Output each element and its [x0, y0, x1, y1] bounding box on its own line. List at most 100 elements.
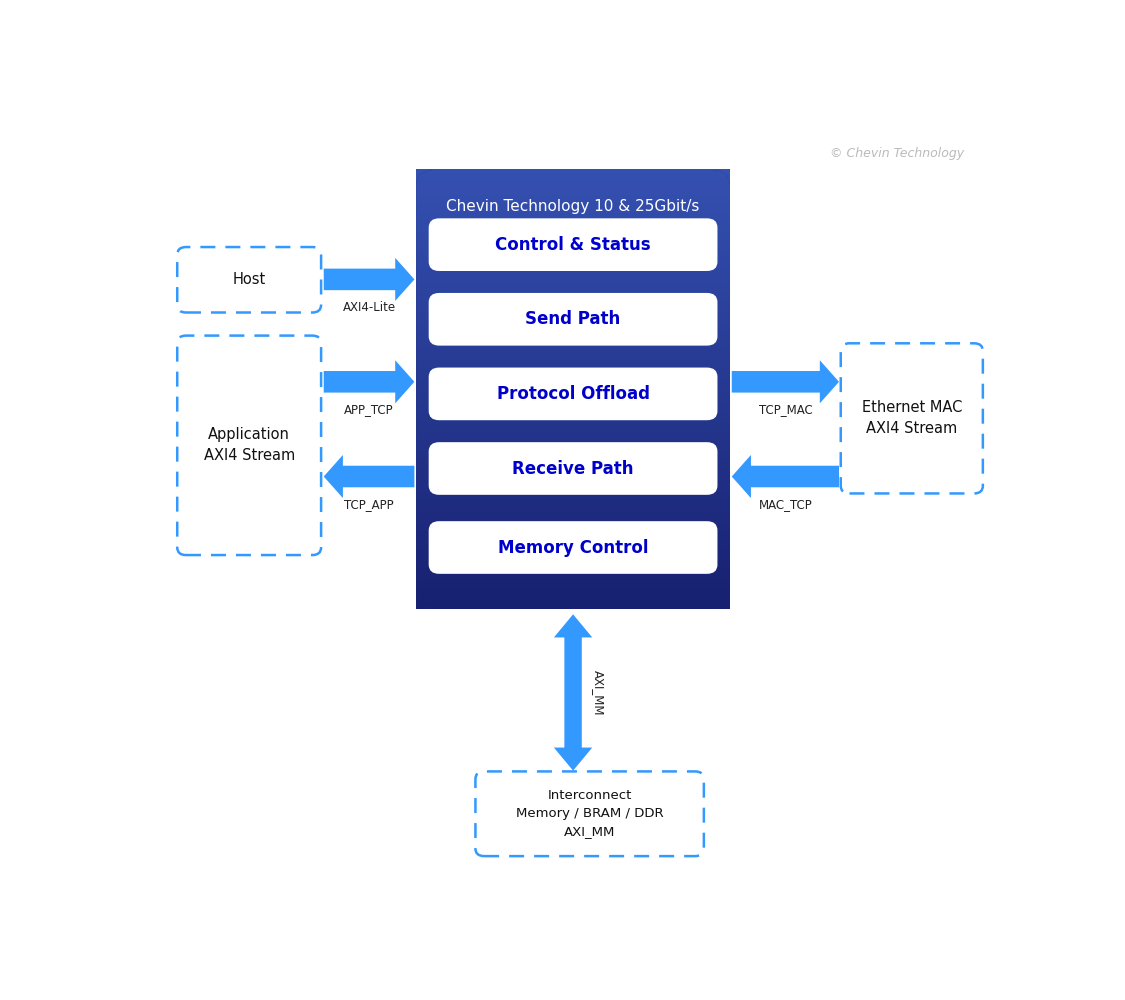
Bar	[416, 242, 730, 247]
Bar	[416, 502, 730, 507]
Bar	[416, 392, 730, 397]
FancyBboxPatch shape	[429, 521, 718, 574]
Bar	[416, 334, 730, 338]
Bar	[416, 502, 730, 507]
Bar	[416, 184, 730, 188]
Bar	[416, 316, 730, 320]
Bar	[416, 381, 730, 386]
Bar	[416, 520, 730, 525]
Bar	[416, 246, 730, 251]
Text: © Chevin Technology: © Chevin Technology	[830, 147, 964, 160]
Bar	[416, 425, 730, 430]
Bar	[416, 169, 730, 174]
Bar	[416, 546, 730, 550]
Bar	[416, 363, 730, 368]
Bar	[416, 539, 730, 543]
Bar	[416, 484, 730, 488]
Bar	[416, 338, 730, 342]
Polygon shape	[731, 360, 839, 403]
Bar	[416, 403, 730, 408]
Bar	[416, 509, 730, 514]
Bar	[416, 173, 730, 177]
Bar	[416, 561, 730, 565]
Bar	[416, 275, 730, 280]
Bar	[416, 290, 730, 294]
Bar	[416, 444, 730, 448]
Bar	[416, 436, 730, 441]
Bar	[416, 348, 730, 353]
Bar	[416, 220, 730, 225]
Bar	[416, 407, 730, 411]
Bar	[416, 528, 730, 532]
Bar	[416, 275, 730, 280]
Bar	[416, 177, 730, 181]
Bar	[416, 447, 730, 452]
Bar	[416, 217, 730, 221]
Bar	[416, 341, 730, 346]
Text: Memory Control: Memory Control	[498, 539, 648, 557]
Text: AXI_MM: AXI_MM	[592, 670, 605, 715]
Bar	[416, 286, 730, 291]
Bar	[416, 495, 730, 499]
Bar	[416, 535, 730, 539]
Bar	[416, 601, 730, 605]
Bar	[416, 477, 730, 481]
Bar	[416, 564, 730, 569]
Bar	[416, 261, 730, 265]
FancyBboxPatch shape	[429, 293, 718, 346]
Bar	[416, 370, 730, 375]
Text: Protocol Offload: Protocol Offload	[496, 385, 649, 403]
Bar	[416, 210, 730, 214]
Bar	[416, 422, 730, 426]
Bar	[416, 210, 730, 214]
Bar	[416, 173, 730, 177]
Bar	[416, 297, 730, 302]
Bar	[416, 462, 730, 466]
Bar	[416, 297, 730, 302]
Bar	[416, 477, 730, 481]
Bar	[416, 202, 730, 207]
Bar	[416, 469, 730, 474]
Bar	[416, 268, 730, 272]
Bar	[416, 429, 730, 433]
Bar	[416, 458, 730, 463]
Bar	[416, 513, 730, 518]
Bar	[416, 378, 730, 382]
Bar	[416, 206, 730, 210]
Text: Chevin Technology 10 & 25Gbit/s
TCP Offload Engine: Chevin Technology 10 & 25Gbit/s TCP Offl…	[447, 199, 700, 237]
Bar	[416, 374, 730, 379]
FancyBboxPatch shape	[476, 771, 704, 856]
Bar	[416, 301, 730, 305]
Bar	[416, 283, 730, 287]
Bar	[416, 473, 730, 477]
Bar	[416, 414, 730, 419]
Bar	[416, 316, 730, 320]
Bar	[416, 451, 730, 455]
Bar	[416, 517, 730, 521]
Bar	[416, 338, 730, 342]
Bar	[416, 385, 730, 390]
Text: Interconnect
Memory / BRAM / DDR
AXI_MM: Interconnect Memory / BRAM / DDR AXI_MM	[516, 789, 664, 838]
Bar	[416, 524, 730, 528]
Bar	[416, 440, 730, 444]
Bar	[416, 345, 730, 349]
Bar	[416, 169, 730, 174]
Text: Send Path: Send Path	[525, 310, 621, 328]
Polygon shape	[324, 455, 414, 498]
Bar	[416, 469, 730, 474]
Bar	[416, 294, 730, 298]
Bar	[416, 334, 730, 338]
Bar	[416, 348, 730, 353]
Bar	[416, 487, 730, 492]
Bar	[416, 257, 730, 261]
Bar	[416, 462, 730, 466]
Bar	[416, 553, 730, 558]
Bar	[416, 520, 730, 525]
Bar	[416, 359, 730, 364]
Text: Ethernet MAC
AXI4 Stream: Ethernet MAC AXI4 Stream	[862, 400, 962, 436]
Bar	[416, 264, 730, 269]
Bar	[416, 546, 730, 550]
Bar	[416, 572, 730, 576]
Text: Application
AXI4 Stream: Application AXI4 Stream	[204, 427, 295, 463]
Bar	[416, 429, 730, 433]
